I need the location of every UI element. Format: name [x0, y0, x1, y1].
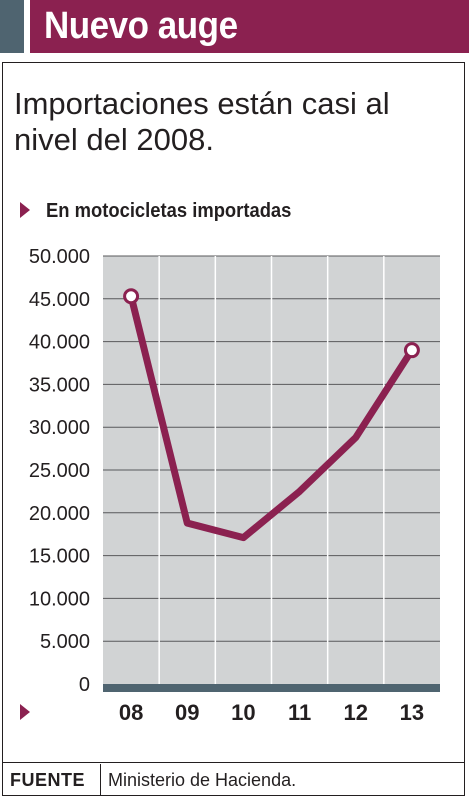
chart-subtitle: Importaciones están casi al nivel del 20… [14, 86, 390, 157]
x-axis-bar [103, 684, 440, 692]
y-tick-label: 40.000 [29, 332, 90, 354]
footer-rule [2, 762, 465, 763]
y-tick-label: 10.000 [29, 588, 90, 610]
series-arrow-icon [20, 202, 30, 218]
series-label: En motocicletas importadas [46, 200, 292, 222]
header-title: Nuevo auge [44, 5, 238, 47]
category-arrow-icon [20, 704, 30, 720]
header: Nuevo auge [0, 0, 469, 53]
y-tick-label: 0 [79, 674, 90, 696]
header-tab [0, 0, 24, 53]
y-tick-label: 45.000 [29, 289, 90, 311]
y-tick-label: 5.000 [40, 631, 90, 653]
y-tick-label: 35.000 [29, 374, 90, 396]
footer-source: Ministerio de Hacienda. [108, 770, 297, 790]
header-bar [30, 0, 469, 53]
x-tick-label: 11 [288, 700, 311, 725]
footer-divider [100, 764, 101, 795]
footer-label: FUENTE [10, 770, 85, 790]
x-tick-label: 08 [119, 700, 143, 725]
line-chart: 0 5.000 10.000 15.000 20.000 25.000 30.000 35.0… [29, 246, 440, 725]
data-point [123, 288, 140, 305]
chart-panel [2, 62, 465, 796]
x-tick-label: 13 [400, 700, 424, 725]
data-point [403, 342, 420, 359]
y-tick-label: 15.000 [29, 546, 90, 568]
y-tick-label: 20.000 [29, 503, 90, 525]
y-tick-label: 50.000 [29, 246, 90, 268]
series-line [127, 292, 416, 542]
y-tick-label: 30.000 [29, 417, 90, 439]
x-tick-label: 09 [175, 700, 199, 725]
y-tick-label: 25.000 [29, 460, 90, 482]
x-tick-label: 10 [231, 700, 255, 725]
x-tick-label: 12 [344, 700, 368, 725]
